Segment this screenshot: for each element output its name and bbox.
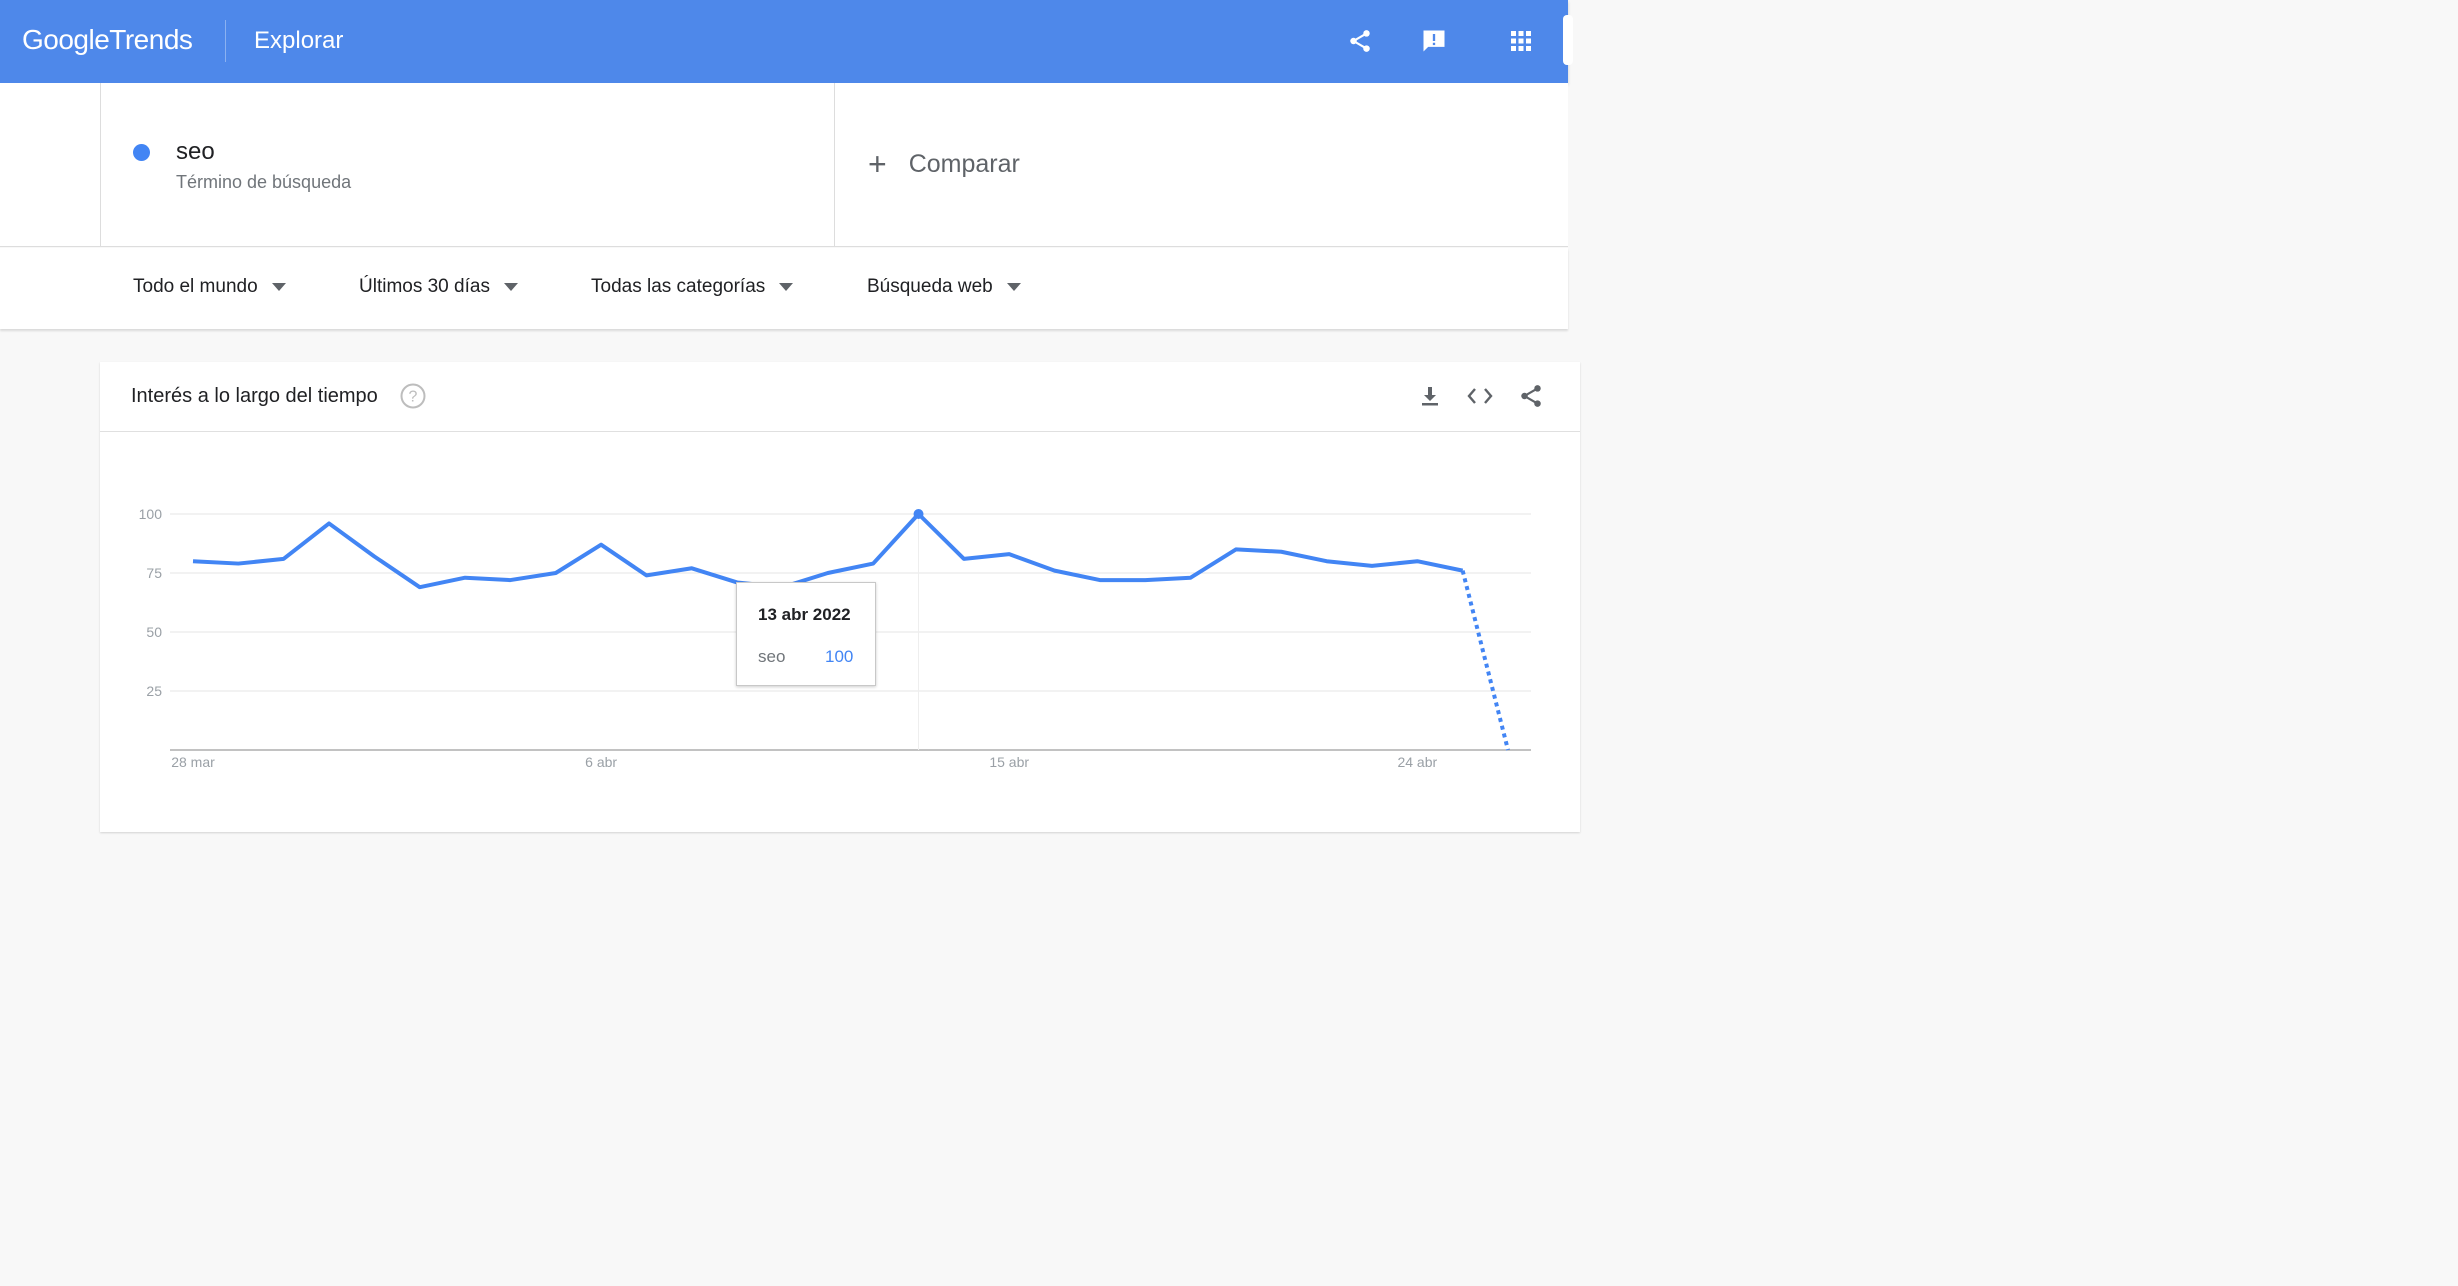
compare-label: Comparar — [908, 149, 1020, 178]
term-color-dot — [133, 144, 150, 161]
caret-down-icon — [271, 283, 286, 291]
feedback-icon[interactable] — [1419, 26, 1449, 56]
search-term-name[interactable]: seo — [176, 138, 215, 165]
embed-code-icon[interactable] — [1466, 382, 1494, 410]
series-partial-line-seo — [1460, 570, 1510, 751]
download-icon[interactable] — [1416, 382, 1444, 410]
google-trends-logo[interactable]: GoogleTrends — [22, 24, 193, 56]
share-icon[interactable] — [1345, 26, 1375, 56]
search-term-type: Término de búsqueda — [176, 172, 352, 192]
y-tick-label: 75 — [146, 565, 162, 581]
header-divider — [225, 20, 226, 62]
chart-tooltip: 13 abr 2022 seo 100 — [736, 582, 876, 686]
filters-bar: Todo el mundo Últimos 30 días Todas las … — [0, 248, 1568, 329]
search-terms-area: seo Término de búsqueda + Comparar — [0, 83, 1568, 247]
caret-down-icon — [779, 283, 794, 291]
svg-text:?: ? — [409, 389, 418, 406]
period-filter[interactable]: Últimos 30 días — [359, 276, 518, 298]
x-tick-label: 24 abr — [1397, 754, 1437, 770]
plus-icon: + — [868, 146, 887, 182]
x-tick-label: 28 mar — [171, 754, 215, 770]
tooltip-term: seo — [758, 647, 786, 666]
compare-button[interactable]: + Comparar — [868, 146, 1020, 182]
y-tick-label: 50 — [146, 624, 162, 640]
y-tick-label: 25 — [146, 683, 162, 699]
help-icon[interactable]: ? — [400, 383, 426, 414]
x-tick-label: 6 abr — [585, 754, 617, 770]
region-filter-label: Todo el mundo — [133, 276, 258, 297]
highlight-point — [913, 509, 924, 519]
tooltip-date: 13 abr 2022 — [758, 605, 851, 624]
caret-down-icon — [503, 283, 518, 291]
page-title: Explorar — [254, 27, 344, 54]
y-tick-label: 100 — [139, 506, 163, 522]
x-tick-label: 15 abr — [989, 754, 1029, 770]
region-filter[interactable]: Todo el mundo — [133, 276, 286, 298]
tooltip-value: 100 — [825, 647, 854, 666]
period-filter-label: Últimos 30 días — [359, 276, 490, 297]
caret-down-icon — [1006, 283, 1021, 291]
apps-grid-icon[interactable] — [1506, 26, 1536, 56]
logo-trends-text: Trends — [109, 24, 193, 55]
search-term-card[interactable]: seo Término de búsqueda — [100, 83, 835, 247]
series-line-seo — [192, 512, 1464, 590]
card-title: Interés a lo largo del tiempo — [131, 385, 378, 407]
category-filter-label: Todas las categorías — [591, 276, 766, 297]
logo-google-text: Google — [22, 24, 110, 55]
account-button-edge[interactable] — [1563, 15, 1573, 65]
interest-line-chart[interactable]: 100 75 50 25 28 mar 6 abr 15 abr 24 abr — [0, 0, 1568, 820]
search-type-filter[interactable]: Búsqueda web — [867, 276, 1021, 298]
share-icon[interactable] — [1517, 382, 1545, 410]
card-header: Interés a lo largo del tiempo ? — [100, 362, 1580, 432]
search-type-filter-label: Búsqueda web — [867, 276, 993, 297]
category-filter[interactable]: Todas las categorías — [591, 276, 794, 298]
top-app-bar: GoogleTrends Explorar — [0, 0, 1573, 83]
